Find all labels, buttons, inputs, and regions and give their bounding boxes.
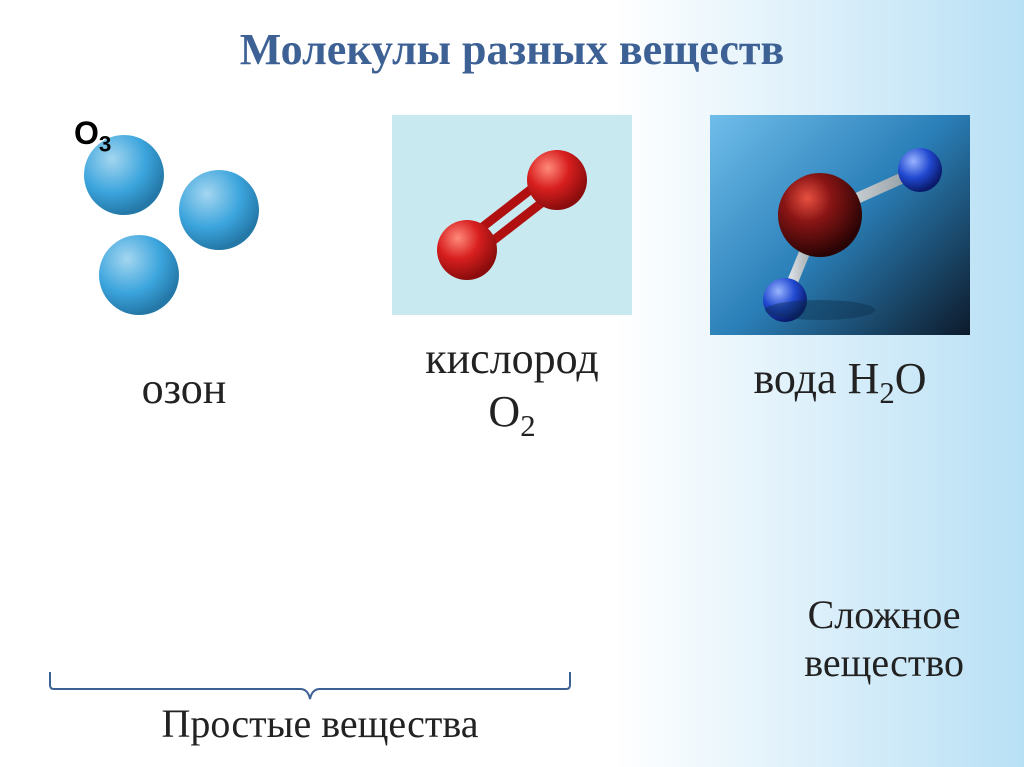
panel-ozone: O3 озон — [34, 115, 334, 416]
water-diagram — [710, 115, 970, 335]
water-name: вода H2O — [753, 353, 926, 412]
water-svg — [710, 115, 970, 335]
oxygen-svg — [392, 115, 632, 315]
simple-substances-label: Простые вещества — [40, 700, 600, 747]
oxygen-name: кислород O2 — [425, 333, 599, 445]
panel-oxygen: кислород O2 — [362, 115, 662, 445]
complex-line2: вещество — [804, 640, 964, 685]
oxygen-diagram — [392, 115, 632, 315]
ozone-diagram: O3 — [54, 115, 314, 345]
oxygen-name-line1: кислород — [425, 334, 599, 383]
complex-line1: Сложное — [808, 592, 961, 637]
ozone-formula-label: O3 — [74, 115, 111, 157]
panel-water: вода H2O — [690, 115, 990, 412]
bottom-labels: Простые вещества — [0, 700, 1024, 747]
molecule-panels: O3 озон — [0, 115, 1024, 445]
ozone-name: озон — [142, 363, 227, 416]
complex-substance-label: Сложное вещество — [804, 591, 964, 687]
page-title: Молекулы разных веществ — [0, 0, 1024, 75]
